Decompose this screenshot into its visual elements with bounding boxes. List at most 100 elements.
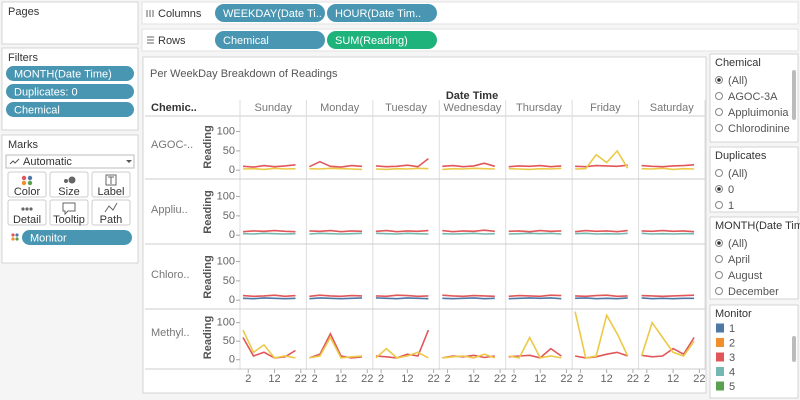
icon	[11, 233, 15, 237]
filter-pill-label: Duplicates: 0	[14, 86, 78, 98]
legend-label: 3	[729, 352, 735, 364]
scrollbar	[792, 70, 796, 120]
filter-pill-label: Chemical	[14, 104, 60, 116]
y-tick-label: 50	[223, 335, 235, 347]
series-line	[309, 160, 363, 168]
series-line	[508, 167, 562, 171]
filter-pill[interactable]	[6, 102, 134, 117]
series-line	[640, 320, 695, 357]
radio[interactable]	[715, 255, 723, 263]
row-pill-label: SUM(Reading)	[335, 35, 408, 47]
x-tick-label: 22	[627, 373, 639, 385]
series-line	[442, 353, 496, 359]
mark-button[interactable]	[49, 171, 89, 198]
radio[interactable]	[715, 201, 723, 209]
weekday-header: Wednesday	[444, 102, 502, 114]
marks-pill[interactable]	[22, 230, 132, 245]
x-tick-label: 12	[601, 373, 613, 385]
series-line	[242, 297, 296, 300]
filter-pill[interactable]	[6, 84, 134, 99]
mark-button-label: Label	[98, 186, 125, 198]
series-line	[442, 167, 495, 171]
filter-option: (All)	[728, 238, 748, 250]
radio[interactable]	[715, 92, 723, 100]
column-pill[interactable]	[215, 4, 325, 22]
series-line	[375, 329, 430, 359]
series-line	[574, 311, 629, 359]
mark-button-label: Tooltip	[53, 214, 85, 226]
radio[interactable]	[715, 108, 723, 116]
mark-button[interactable]	[7, 199, 47, 226]
series-line	[508, 294, 562, 298]
x-tick-label: 22	[361, 373, 373, 385]
legend-label: 1	[729, 323, 735, 335]
y-tick-label: 100	[217, 317, 235, 329]
icon	[11, 237, 15, 241]
radio[interactable]	[715, 287, 723, 295]
series-line	[574, 351, 628, 359]
filter-option: (All)	[728, 168, 748, 180]
legend-swatch	[716, 381, 724, 391]
icon	[64, 179, 68, 183]
icon	[9, 158, 20, 165]
shelf-label: Rows	[158, 35, 186, 47]
series-line	[375, 167, 429, 171]
icon	[105, 174, 117, 186]
icon	[15, 237, 19, 241]
filter-option: December	[728, 286, 779, 298]
radio[interactable]	[715, 124, 723, 132]
mark-button[interactable]	[91, 199, 131, 226]
legend-title: Monitor	[715, 308, 752, 320]
icon	[104, 202, 118, 213]
icon	[146, 10, 154, 17]
mark-button-label: Color	[14, 186, 41, 198]
row-label: Methyl..	[151, 327, 190, 339]
x-tick-label: 12	[401, 373, 413, 385]
x-tick-label: 22	[494, 373, 506, 385]
mark-button-label: Detail	[13, 214, 41, 226]
weekday-header: Sunday	[255, 102, 293, 114]
panel	[1, 1, 139, 45]
filter-option: 0	[728, 184, 734, 196]
mark-type-dropdown[interactable]	[5, 154, 135, 169]
panel-title: Filters	[8, 52, 38, 64]
filter-option: August	[728, 270, 762, 282]
column-pill-label: WEEKDAY(Date Ti..	[223, 8, 322, 20]
series-line	[309, 297, 363, 300]
series-line	[575, 232, 628, 235]
weekday-header: Friday	[590, 102, 621, 114]
icon	[68, 176, 76, 184]
filter-option: 1	[728, 200, 734, 212]
legend-swatch	[716, 323, 724, 333]
filter-option: (All)	[728, 75, 748, 87]
mark-button[interactable]	[7, 171, 47, 198]
x-tick-label: 22	[295, 373, 307, 385]
radio[interactable]	[715, 169, 723, 177]
icon	[15, 233, 19, 237]
icon	[21, 207, 25, 211]
series-line	[508, 232, 562, 235]
series-line	[641, 297, 695, 300]
icon	[62, 202, 76, 216]
icon	[21, 175, 27, 181]
series-line	[442, 294, 495, 298]
radio-dot	[717, 78, 721, 82]
y-tick-label: 0	[229, 294, 235, 306]
panel	[709, 216, 799, 300]
mark-button[interactable]	[49, 199, 89, 226]
series-line	[375, 297, 429, 300]
row-pill[interactable]	[327, 31, 437, 49]
icon	[147, 36, 154, 44]
panel	[709, 53, 799, 143]
filter-pill[interactable]	[6, 66, 134, 81]
radio[interactable]	[715, 271, 723, 279]
series-line	[375, 294, 429, 298]
icon	[29, 207, 33, 211]
weekday-header: Monday	[320, 102, 360, 114]
series-line	[575, 297, 628, 300]
row-pill[interactable]	[215, 31, 325, 49]
series-line	[309, 229, 363, 233]
column-pill[interactable]	[327, 4, 437, 22]
series-line	[309, 294, 363, 298]
